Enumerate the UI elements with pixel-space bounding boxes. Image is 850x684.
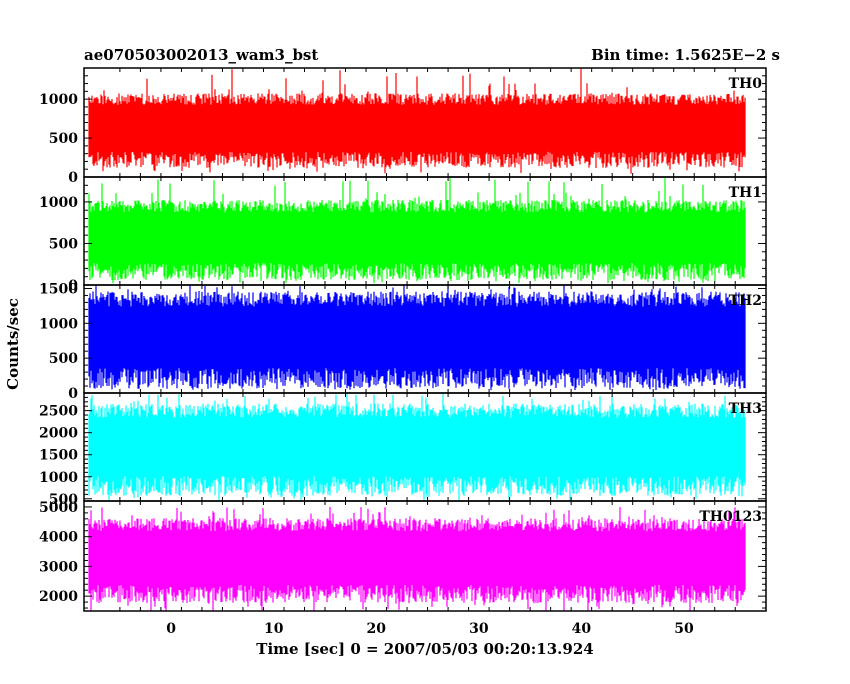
series-th0123 xyxy=(88,507,746,611)
series-th2 xyxy=(88,285,746,391)
x-tick-label: 40 xyxy=(572,621,592,637)
y-tick-label: 2000 xyxy=(39,426,78,442)
x-tick-label: 30 xyxy=(469,621,489,637)
panel-frame xyxy=(83,500,767,612)
y-tick-label: 1000 xyxy=(39,470,78,486)
panel-th1: 0 500 1000 TH1 xyxy=(39,176,767,294)
y-tick-label: 5000 xyxy=(39,500,78,516)
x-tick-label: 20 xyxy=(367,621,387,637)
y-tick-label: 2000 xyxy=(39,589,78,605)
series-th1 xyxy=(88,177,746,284)
y-axis-label: Counts/sec xyxy=(4,298,22,390)
y-tick-label: 0 xyxy=(68,386,78,402)
series-th0 xyxy=(88,68,746,174)
panels-group: 05001000TH005001000TH1050010001500TH2500… xyxy=(39,67,767,637)
y-tick-label: 4000 xyxy=(39,530,78,546)
x-tick-label: 10 xyxy=(264,621,284,637)
y-tick-label: 3000 xyxy=(39,559,78,575)
y-tick-label: 1000 xyxy=(39,92,78,108)
panel-th0123: 2000 3000 4000 5000 TH0123 xyxy=(39,500,767,612)
x-tick-label: 50 xyxy=(674,621,694,637)
y-tick-label: 1000 xyxy=(39,195,78,211)
panel-label-th1: TH1 xyxy=(729,185,762,201)
panel-label-th2: TH2 xyxy=(729,293,762,309)
y-tick-label: 500 xyxy=(49,351,78,367)
chart-title-left: ae070503002013_wam3_bst xyxy=(84,46,318,64)
panel-th0: 0 500 1000 TH0 xyxy=(39,67,767,186)
y-tick-label: 500 xyxy=(49,236,78,252)
y-tick-label: 1500 xyxy=(39,281,78,297)
y-tick-label: 2500 xyxy=(39,404,78,420)
panel-th3: 500 1000 1500 2000 2500 TH3 xyxy=(39,392,767,508)
y-tick-label: 0 xyxy=(68,278,78,294)
x-tick-label: 0 xyxy=(166,621,176,637)
y-tick-label: 1500 xyxy=(39,448,78,464)
y-tick-label: 500 xyxy=(49,492,78,508)
chart-title-right: Bin time: 1.5625E−2 s xyxy=(591,46,780,64)
panel-label-th0123: TH0123 xyxy=(699,509,762,525)
x-axis-label: Time [sec] 0 = 2007/05/03 00:20:13.924 xyxy=(256,640,593,658)
y-tick-label: 0 xyxy=(68,170,78,186)
y-tick-label: 1000 xyxy=(39,316,78,332)
panel-th2: 0 500 1000 1500 TH2 xyxy=(39,281,767,402)
y-tick-label: 500 xyxy=(49,131,78,147)
panel-label-th0: TH0 xyxy=(729,76,763,92)
panel-label-th3: TH3 xyxy=(729,401,762,417)
series-th3 xyxy=(88,393,746,501)
